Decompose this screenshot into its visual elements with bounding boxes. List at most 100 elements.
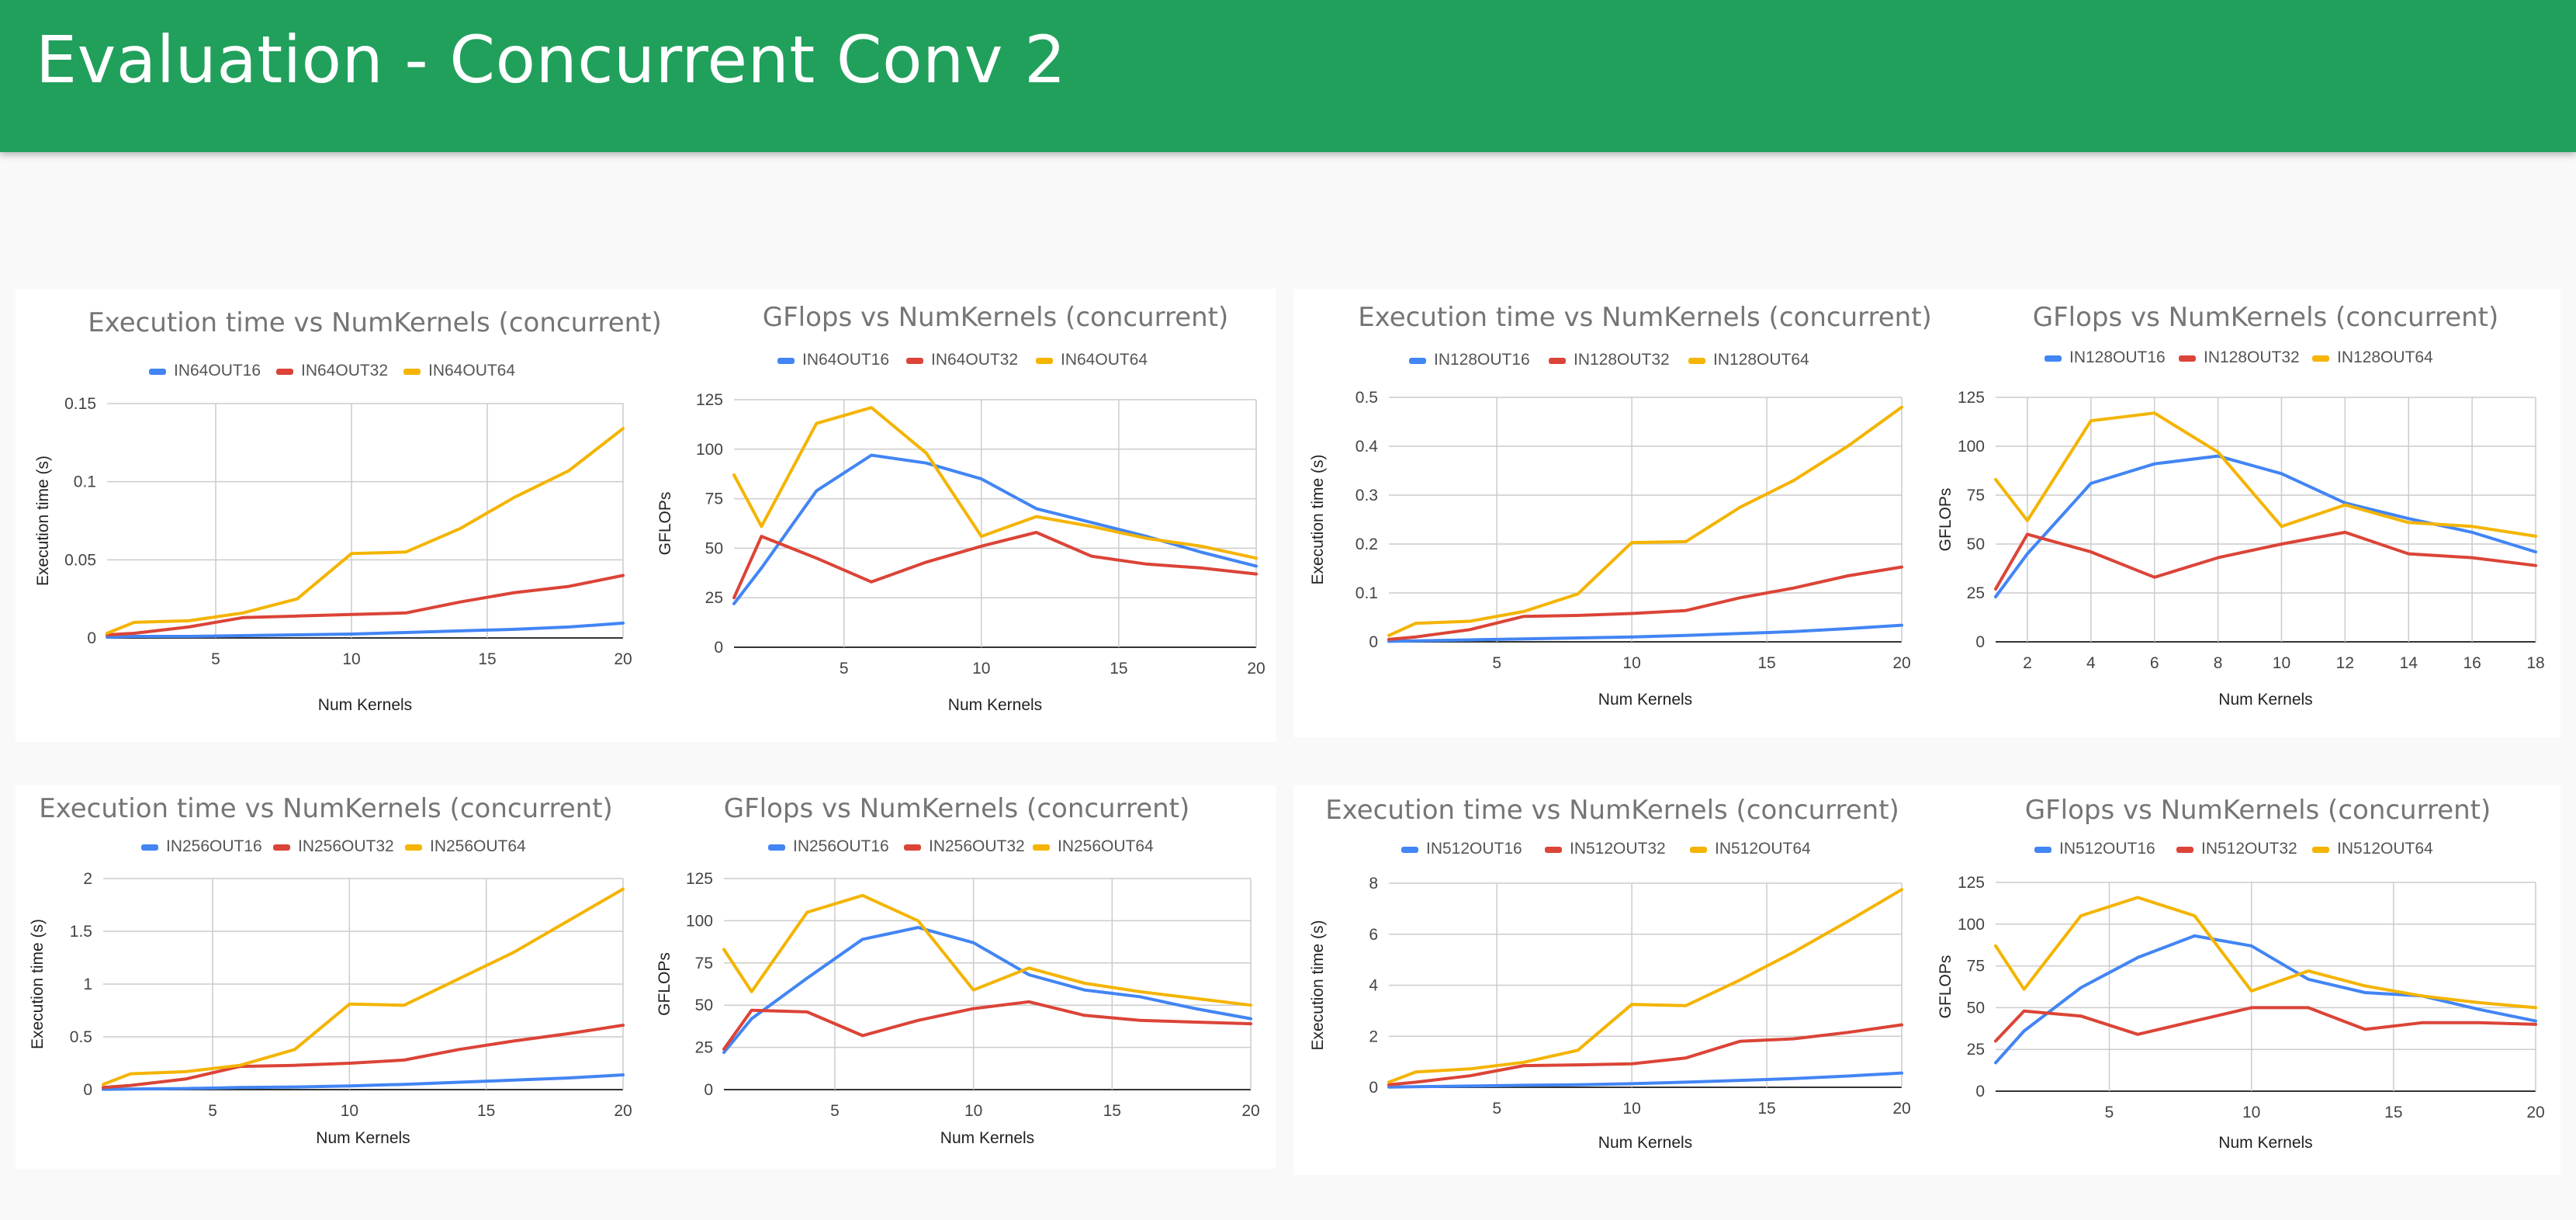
x-tick-label: 4 (2086, 654, 2096, 672)
x-tick-label: 5 (1492, 1100, 1501, 1118)
series-line-in512out64 (1387, 888, 1903, 1084)
legend-label-in128out32: IN128OUT32 (1574, 351, 1670, 369)
x-axis-label: Num Kernels (2218, 1134, 2312, 1152)
y-tick-label: 25 (705, 589, 723, 607)
series-line-in256out64 (722, 893, 1252, 1007)
y-tick-label: 100 (1958, 916, 1985, 934)
x-tick-label: 15 (1757, 1100, 1775, 1118)
series-line-in128out16 (1387, 623, 1903, 643)
x-tick-label: 5 (211, 650, 220, 668)
y-tick-label: 0.2 (1356, 535, 1378, 553)
y-tick-label: 125 (1958, 874, 1985, 892)
chart-4: GFlops vs NumKernels (concurrent) IN128OU… (1937, 302, 2545, 709)
y-tick-label: 125 (686, 870, 713, 888)
x-tick-label: 5 (830, 1102, 840, 1120)
x-tick-label: 20 (614, 1102, 632, 1120)
chart-title: GFlops vs NumKernels (concurrent) (763, 302, 1229, 333)
y-axis-label: Execution time (s) (1309, 920, 1327, 1050)
chart-8: GFlops vs NumKernels (concurrent) IN512OU… (1937, 795, 2545, 1152)
y-tick-label: 50 (1967, 999, 1985, 1017)
series-line-in512out16 (1387, 1071, 1903, 1089)
y-axis-label: GFLOPs (1937, 488, 1955, 552)
legend-label-in256out64: IN256OUT64 (430, 837, 526, 855)
x-tick-label: 5 (208, 1102, 217, 1120)
legend-label-in128out32: IN128OUT32 (2204, 348, 2300, 366)
y-tick-label: 8 (1369, 875, 1378, 892)
y-tick-label: 0.1 (74, 473, 96, 491)
y-tick-label: 125 (696, 391, 723, 409)
y-tick-label: 0 (1975, 1083, 1985, 1100)
series-line-in128out64 (1994, 411, 2537, 538)
x-tick-label: 20 (1892, 1100, 1910, 1118)
y-tick-label: 1 (83, 976, 92, 993)
page-title: Evaluation - Concurrent Conv 2 (36, 22, 1067, 98)
y-axis-label: GFLOPs (656, 952, 673, 1016)
chart-card-in128 (1293, 289, 2560, 737)
legend-label-in128out64: IN128OUT64 (2337, 348, 2433, 366)
series-line-in256out64 (102, 887, 625, 1087)
legend-label-in256out32: IN256OUT32 (929, 837, 1025, 855)
series-line-in256out32 (722, 1000, 1252, 1051)
y-tick-label: 125 (1958, 389, 1985, 407)
series-line-in64out16 (732, 453, 1258, 605)
y-tick-label: 0.05 (64, 551, 96, 569)
y-tick-label: 0 (704, 1081, 713, 1099)
series-line-in64out32 (106, 574, 625, 636)
legend-label-in512out32: IN512OUT32 (1570, 840, 1666, 858)
x-tick-label: 10 (342, 650, 360, 668)
legend-label-in64out64: IN64OUT64 (1061, 351, 1148, 369)
series-line-in512out64 (1994, 896, 2537, 1010)
legend-label-in512out64: IN512OUT64 (2337, 840, 2433, 858)
y-axis-label: Execution time (s) (34, 456, 52, 586)
x-tick-label: 12 (2336, 654, 2354, 672)
legend-label-in256out16: IN256OUT16 (793, 837, 889, 855)
y-tick-label: 75 (695, 955, 713, 972)
legend-label-in64out64: IN64OUT64 (428, 362, 515, 380)
x-axis-label: Num Kernels (940, 1129, 1034, 1147)
legend-swatch-in128out16 (1409, 358, 1426, 364)
legend-label-in512out32: IN512OUT32 (2201, 840, 2297, 858)
chart-6: GFlops vs NumKernels (concurrent) IN256OU… (656, 793, 1260, 1147)
legend-label-in64out32: IN64OUT32 (301, 362, 388, 380)
legend-label-in64out16: IN64OUT16 (802, 351, 889, 369)
y-axis-label: Execution time (s) (29, 919, 47, 1049)
x-tick-label: 20 (1247, 660, 1265, 678)
legend-label-in128out64: IN128OUT64 (1713, 351, 1809, 369)
x-axis-label: Num Kernels (2218, 691, 2312, 709)
y-tick-label: 100 (696, 441, 723, 459)
x-tick-label: 10 (964, 1102, 982, 1120)
y-axis-label: GFLOPs (1937, 955, 1955, 1019)
series-line-in128out32 (1387, 565, 1903, 641)
x-tick-label: 15 (478, 650, 496, 668)
legend-swatch-in128out64 (1688, 358, 1705, 364)
x-tick-label: 16 (2463, 654, 2481, 672)
y-tick-label: 0.3 (1356, 487, 1378, 504)
y-tick-label: 50 (695, 996, 713, 1014)
y-tick-label: 4 (1369, 977, 1378, 995)
y-tick-label: 0 (1369, 1079, 1378, 1097)
chart-title: Execution time vs NumKernels (concurrent… (88, 307, 662, 338)
legend-swatch-in64out32 (276, 369, 293, 375)
series-line-in512out32 (1994, 1006, 2537, 1043)
y-tick-label: 0 (1369, 633, 1378, 651)
y-axis-label: Execution time (s) (1309, 454, 1327, 584)
legend-label-in128out16: IN128OUT16 (2069, 348, 2166, 366)
legend-swatch-in256out32 (273, 844, 290, 851)
x-tick-label: 15 (1103, 1102, 1121, 1120)
legend-label-in512out16: IN512OUT16 (2059, 840, 2155, 858)
y-tick-label: 0 (83, 1081, 92, 1099)
legend-swatch-in256out16 (141, 844, 158, 851)
y-tick-label: 0.15 (64, 395, 96, 413)
y-tick-label: 75 (705, 490, 723, 508)
legend-label-in128out16: IN128OUT16 (1434, 351, 1530, 369)
series-line-in64out16 (106, 621, 625, 639)
y-tick-label: 25 (695, 1039, 713, 1057)
legend-swatch-in256out16 (768, 844, 785, 851)
y-tick-label: 0.4 (1356, 438, 1379, 456)
y-tick-label: 75 (1967, 958, 1985, 976)
legend-swatch-in256out64 (405, 844, 422, 851)
series-line-in512out16 (1994, 934, 2537, 1065)
x-tick-label: 6 (2150, 654, 2159, 672)
x-axis-label: Num Kernels (948, 696, 1042, 714)
